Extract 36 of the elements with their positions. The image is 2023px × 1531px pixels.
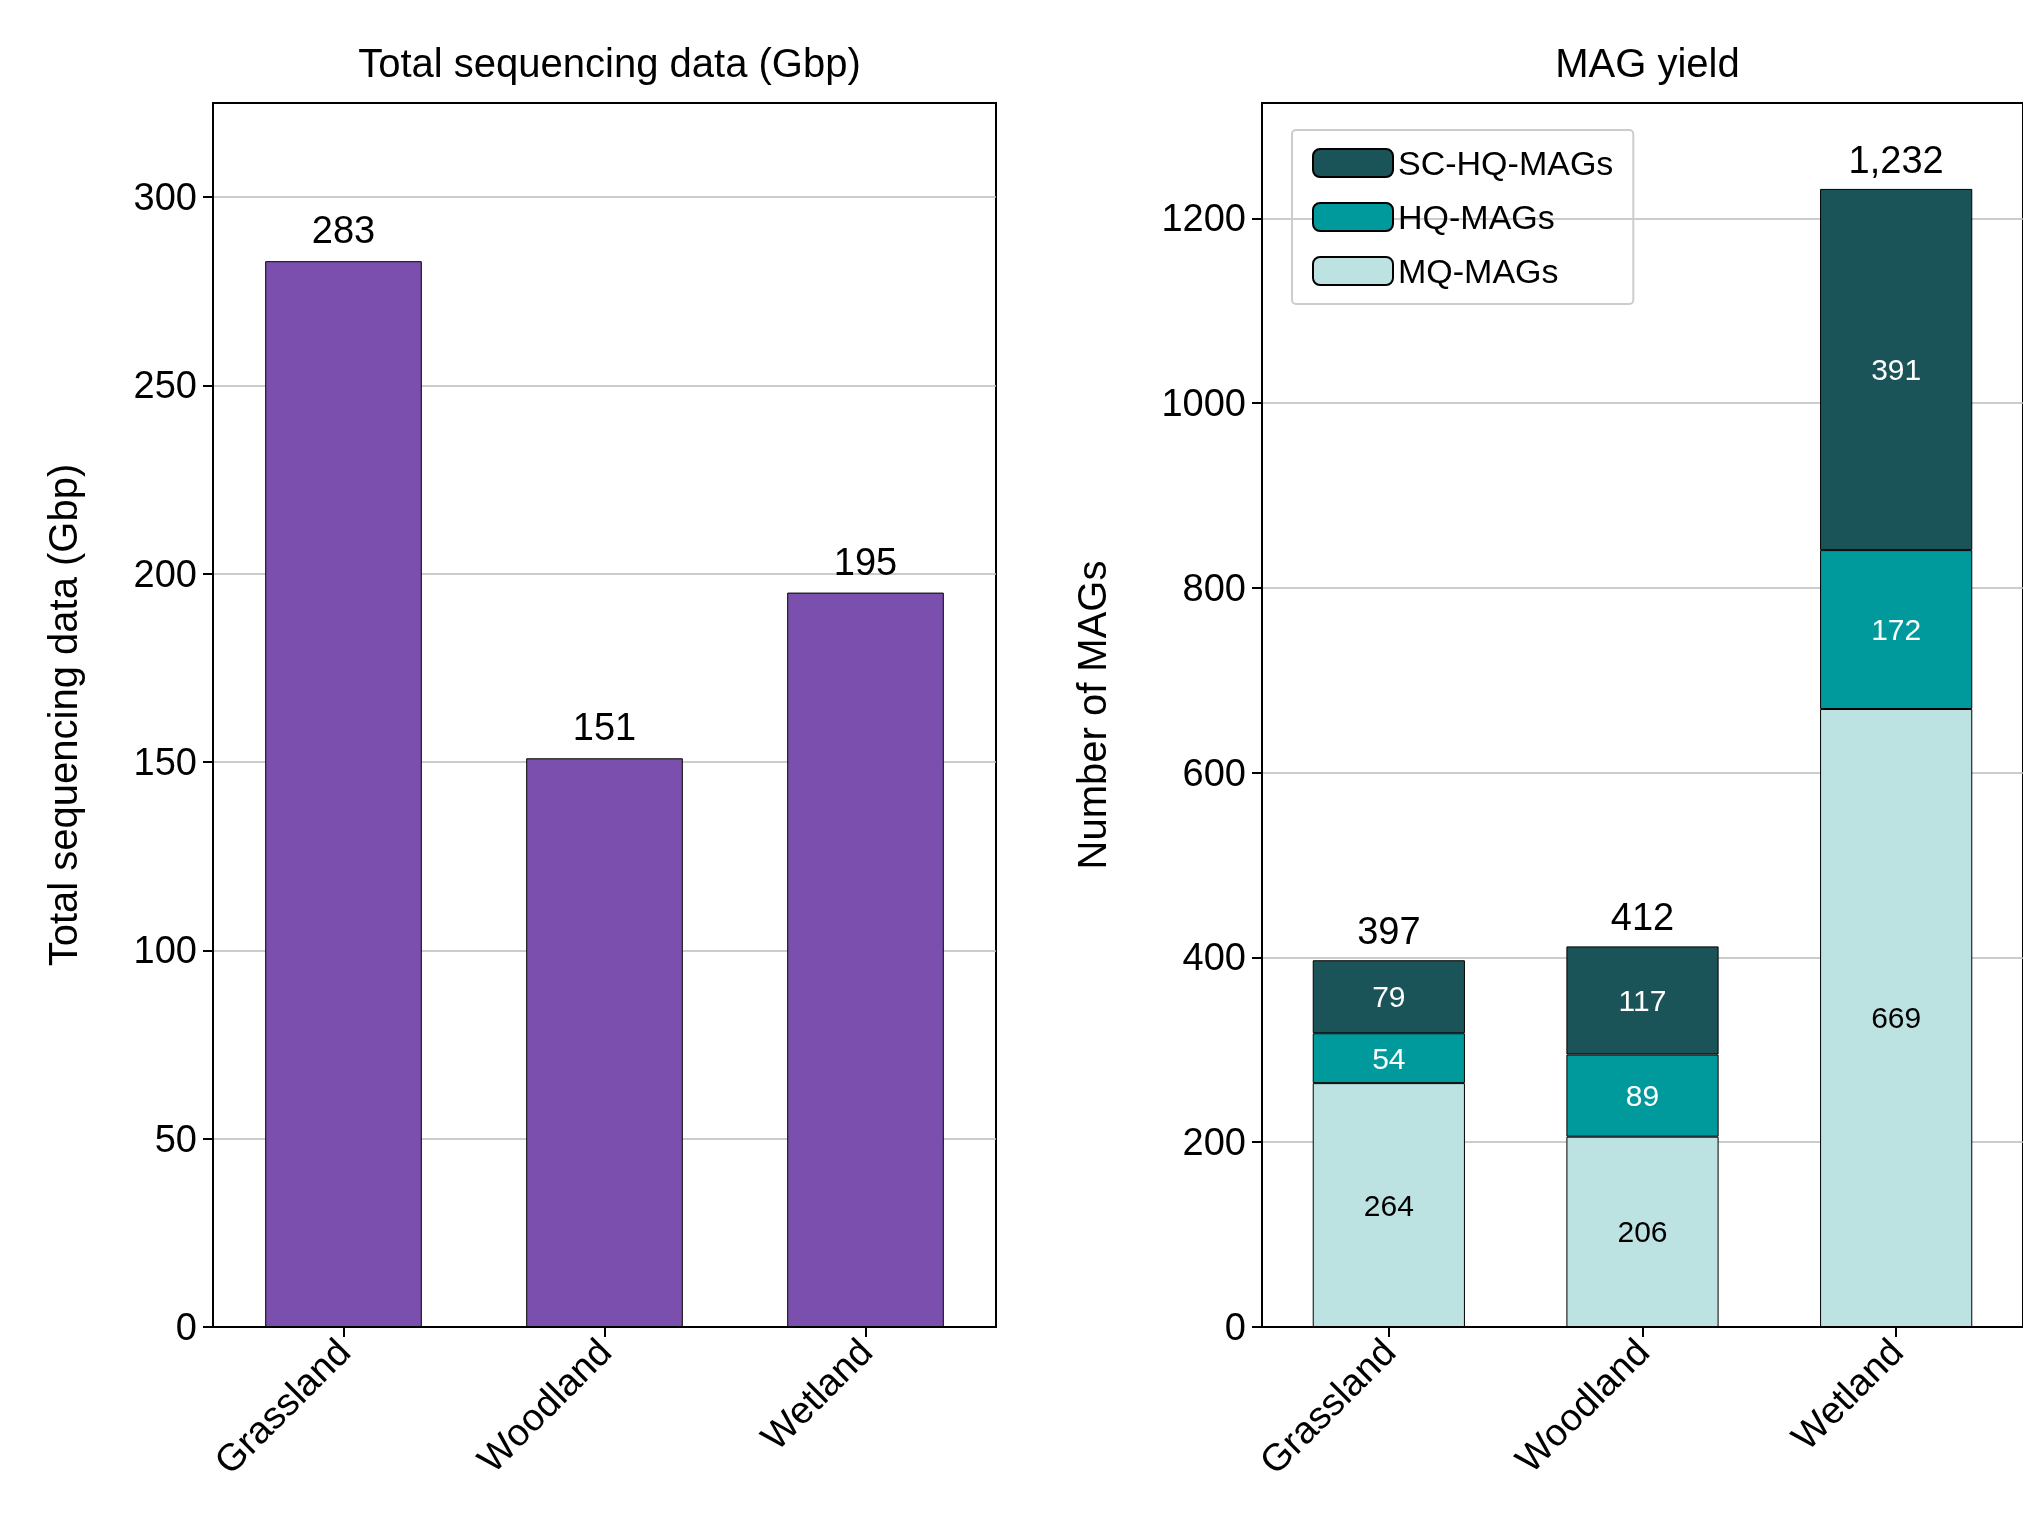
legend-label: HQ-MAGs [1398, 198, 1555, 236]
data-label: 283 [311, 209, 376, 252]
y-tick-label: 150 [133, 741, 197, 784]
total-label: 412 [1610, 896, 1675, 939]
y-tick-label: 600 [1182, 751, 1246, 794]
y-tick-label: 0 [175, 1306, 197, 1348]
y-tick-label: 1200 [1161, 197, 1246, 240]
y-axis-title: Number of MAGs [1070, 560, 1114, 870]
y-tick-label: 200 [133, 552, 197, 595]
data-label: 264 [1363, 1188, 1414, 1222]
y-tick-label: 50 [154, 1117, 197, 1160]
data-label: 195 [833, 540, 898, 583]
data-label: 172 [1871, 613, 1922, 647]
y-tick-label: 250 [133, 364, 197, 407]
data-label: 391 [1871, 353, 1922, 387]
y-axis-title: Total sequencing data (Gbp) [41, 463, 85, 967]
legend-label: SC-HQ-MAGs [1398, 144, 1614, 182]
y-tick-label: 200 [1182, 1121, 1246, 1164]
y-tick-label: 1000 [1161, 382, 1246, 425]
y-tick-label: 400 [1182, 936, 1246, 979]
y-tick-label: 100 [133, 929, 197, 972]
data-label: 54 [1372, 1041, 1406, 1075]
data-label: 79 [1372, 980, 1406, 1014]
y-tick-label: 800 [1182, 566, 1246, 609]
y-tick-label: 0 [1224, 1306, 1246, 1348]
data-label: 117 [1618, 983, 1667, 1017]
data-label: 89 [1625, 1079, 1660, 1113]
legend-label: MQ-MAGs [1398, 252, 1559, 290]
chart-title: MAG yield [1555, 41, 1740, 85]
data-label: 669 [1871, 1001, 1922, 1035]
chart-title: Total sequencing data (Gbp) [358, 41, 861, 85]
data-label: 151 [572, 706, 637, 749]
total-label: 397 [1357, 910, 1421, 953]
total-label: 1,232 [1848, 138, 1944, 181]
data-label: 206 [1617, 1215, 1668, 1249]
y-tick-label: 300 [133, 176, 197, 219]
